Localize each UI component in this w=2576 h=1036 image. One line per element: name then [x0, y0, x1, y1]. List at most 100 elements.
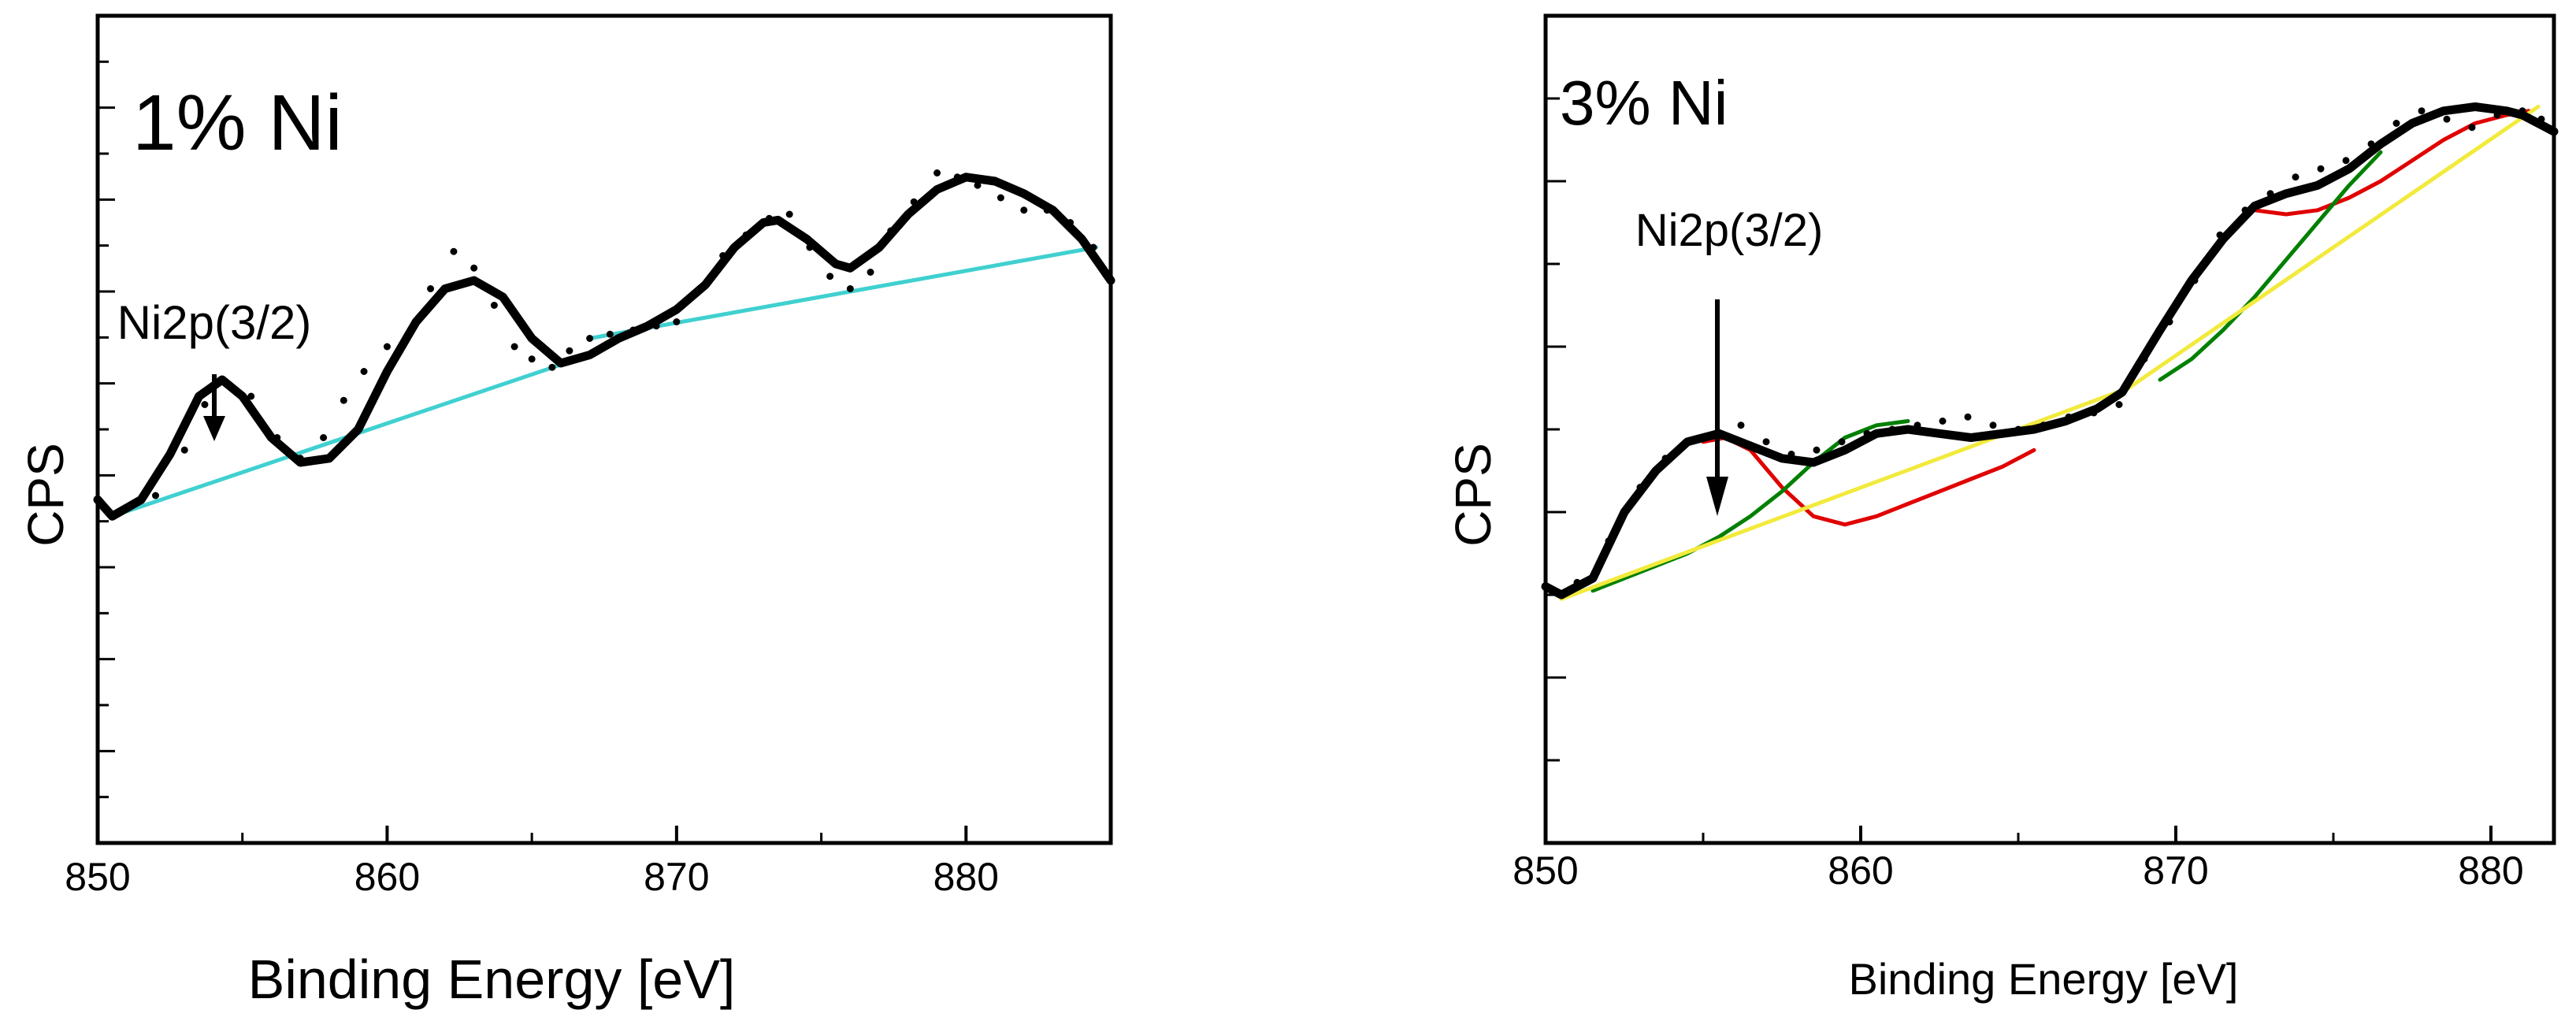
- data-point: [2216, 231, 2224, 239]
- data-point: [2493, 111, 2501, 119]
- data-point: [2166, 318, 2173, 325]
- data-point: [2292, 173, 2299, 181]
- data-point: [1089, 243, 1097, 251]
- x-tick-label: 860: [354, 855, 420, 899]
- data-point: [2392, 120, 2400, 127]
- annotation-arrow-icon: [1706, 477, 1728, 516]
- component-line: [1591, 419, 1910, 593]
- data-point: [1838, 438, 1846, 446]
- data-point: [490, 302, 498, 309]
- data-point: [1913, 421, 1921, 429]
- data-point: [2065, 413, 2073, 421]
- annotation: Ni2p(3/2): [117, 296, 312, 441]
- data-point: [910, 198, 918, 206]
- data-point: [403, 335, 411, 342]
- data-point: [528, 355, 536, 363]
- data-point: [2040, 421, 2047, 429]
- plot-marks: [93, 169, 1115, 521]
- data-point: [696, 285, 703, 292]
- data-point: [846, 285, 854, 292]
- panel-3pct-ni: 3% Ni Binding Energy [eV] CPS 850 860 870 8…: [1445, 13, 2559, 1004]
- x-tick-label: 850: [65, 855, 130, 899]
- component-line: [2252, 109, 2531, 217]
- plot-marks: [1541, 102, 2559, 601]
- data-point: [224, 380, 232, 388]
- data-point: [2191, 277, 2199, 284]
- data-point: [360, 368, 368, 375]
- annotation-arrow-icon: [203, 416, 225, 441]
- data-point: [123, 504, 131, 512]
- x-tick-label: 870: [644, 855, 709, 899]
- data-point: [673, 318, 681, 325]
- data-point: [826, 273, 834, 280]
- data-point: [1687, 438, 1694, 446]
- data-point: [2317, 165, 2325, 173]
- data-point: [1964, 413, 1972, 421]
- data-point: [1813, 446, 1821, 454]
- data-point: [1573, 578, 1581, 586]
- data-point: [296, 455, 304, 462]
- data-point: [247, 392, 255, 400]
- axis-ticks: 850 860 870 880: [1513, 97, 2524, 893]
- data-point: [2537, 115, 2545, 123]
- annotation: Ni2p(3/2): [1635, 205, 1824, 516]
- data-point: [180, 446, 188, 454]
- data-point: [606, 330, 614, 338]
- data-point: [1043, 206, 1051, 214]
- data-point: [1661, 455, 1669, 462]
- panel-title: 1% Ni: [132, 79, 343, 167]
- fit-envelope-line: [1541, 102, 2559, 600]
- data-point: [742, 231, 750, 239]
- data-point: [1939, 418, 1947, 425]
- component-line: [2126, 105, 2541, 390]
- data-point: [2342, 157, 2350, 165]
- data-point: [566, 347, 573, 355]
- data-point: [2090, 409, 2098, 417]
- data-point: [2115, 401, 2123, 408]
- data-point: [652, 322, 660, 330]
- data-point: [1762, 438, 1770, 446]
- data-point: [450, 247, 458, 255]
- measured-data-points: [123, 169, 1097, 512]
- data-point: [1863, 429, 1871, 437]
- data-point: [151, 492, 159, 499]
- data-point: [887, 227, 895, 235]
- data-point: [548, 363, 556, 371]
- data-point: [1636, 484, 1644, 491]
- x-tick-label: 870: [2143, 848, 2208, 893]
- data-point: [2518, 107, 2526, 115]
- data-point: [470, 264, 478, 272]
- data-point: [1737, 421, 1745, 429]
- data-point: [2266, 190, 2274, 198]
- annotation-label: Ni2p(3/2): [117, 296, 312, 349]
- data-point: [1067, 219, 1075, 226]
- data-point: [934, 169, 941, 176]
- data-point: [1989, 421, 1997, 429]
- data-point: [1605, 537, 1613, 545]
- panel-1pct-ni: 1% Ni Binding Energy [eV] CPS 850 860 870 8…: [17, 13, 1115, 1010]
- data-point: [785, 210, 793, 218]
- x-tick-label: 860: [1828, 848, 1893, 893]
- data-point: [2367, 140, 2375, 148]
- data-point: [1020, 206, 1028, 214]
- y-axis-title: CPS: [17, 443, 74, 547]
- annotation-label: Ni2p(3/2): [1635, 205, 1824, 256]
- data-point: [586, 335, 594, 342]
- data-point: [765, 214, 773, 222]
- y-axis-title: CPS: [1445, 443, 1501, 547]
- data-point: [806, 243, 814, 251]
- data-point: [320, 434, 328, 441]
- data-point: [953, 173, 961, 181]
- data-point: [1888, 425, 1896, 433]
- axis-ticks: 850 860 870 880: [65, 60, 999, 899]
- x-tick-label: 880: [2458, 848, 2523, 893]
- data-point: [201, 401, 209, 408]
- data-point: [383, 343, 391, 351]
- measured-data-points: [1573, 107, 2545, 586]
- data-point: [510, 343, 518, 351]
- x-tick-label: 850: [1513, 848, 1578, 893]
- data-point: [2418, 107, 2426, 115]
- data-point: [629, 326, 637, 334]
